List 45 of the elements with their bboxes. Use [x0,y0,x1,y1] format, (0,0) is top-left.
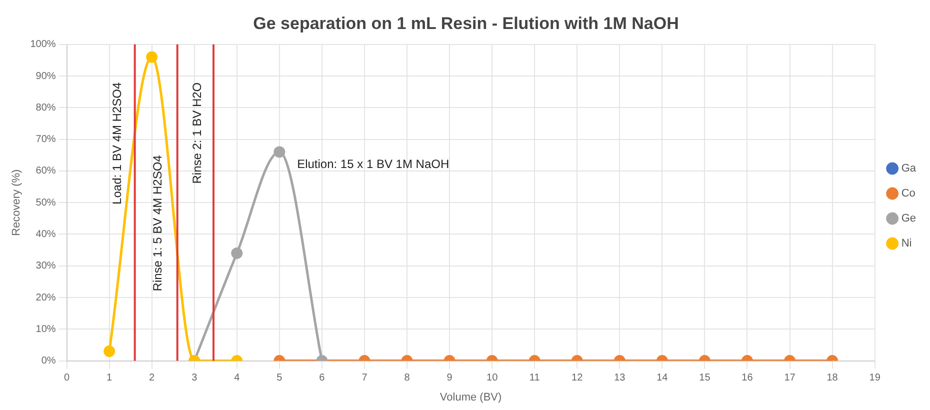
x-tick-label: 3 [192,372,198,384]
y-tick-label: 20% [36,292,56,304]
y-tick-label: 80% [36,102,56,114]
y-tick-label: 0% [41,356,56,367]
legend-label: Co [901,188,916,200]
x-tick-label: 18 [826,372,838,384]
point [231,247,243,259]
x-tick-label: 14 [656,372,668,384]
x-tick-label: 8 [404,372,410,384]
y-tick-label: 10% [36,324,56,335]
x-tick-label: 4 [234,372,240,384]
y-tick-label: 40% [36,228,56,240]
annotation: Rinse 1: 5 BV 4M H2SO4 [150,154,165,292]
x-tick-label: 17 [784,372,796,384]
x-tick-label: 15 [699,372,711,384]
x-tick-label: 19 [869,372,881,384]
x-tick-label: 6 [319,372,326,384]
x-tick-label: 7 [362,372,368,384]
x-tick-label: 0 [64,372,70,384]
x-tick-label: 1 [106,372,113,384]
x-tick-label: 11 [529,372,540,384]
y-tick-label: 100% [30,39,56,50]
x-tick-label: 16 [742,372,754,384]
y-tick-label: 60% [36,166,56,177]
y-tick-label: 50% [36,197,56,208]
annotation: Load: 1 BV 4M H2SO4 [110,82,124,204]
y-axis-title: Recovery (%) [10,169,23,236]
legend-label: Ga [901,162,917,175]
point [146,51,158,63]
annotation: Elution: 15 x 1 BV 1M NaOH [297,156,450,171]
legend-label: Ge [901,212,916,225]
x-tick-label: 2 [149,372,156,384]
y-tick-label: 90% [36,70,56,82]
y-tick-label: 30% [36,260,56,272]
chart-title: Ge separation on 1 mL Resin - Elution with 1M NaOH [253,14,679,33]
x-tick-label: 13 [614,372,626,384]
x-tick-label: 9 [446,372,453,384]
x-tick-label: 5 [276,372,283,384]
point [274,146,286,158]
x-axis-title: Volume (BV) [440,391,502,404]
y-tick-label: 70% [36,134,56,146]
legend-label: Ni [901,238,912,250]
annotation: Rinse 2: 1 BV H2O [190,82,204,184]
x-tick-label: 10 [486,372,498,384]
x-tick-label: 12 [572,372,584,384]
